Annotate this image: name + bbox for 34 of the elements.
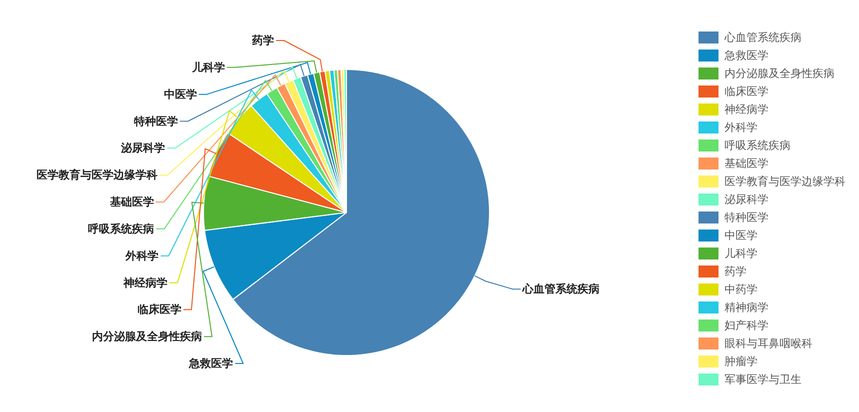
legend-label: 儿科学	[724, 247, 758, 260]
legend-label: 医学教育与医学边缘学科	[724, 175, 846, 188]
slice-label: 中医学	[164, 88, 197, 101]
slice-label: 外科学	[124, 249, 159, 262]
slice-label: 药学	[251, 34, 274, 47]
slice-label: 儿科学	[190, 60, 225, 74]
legend-label: 外科学	[724, 121, 758, 134]
slice-label: 心血管系统疾病	[522, 282, 600, 296]
slice-label: 神经病学	[122, 276, 168, 290]
slice-label: 基础医学	[108, 196, 154, 208]
legend-label: 临床医学	[724, 85, 768, 98]
legend-label: 内分泌腺及全身性疾病	[724, 67, 834, 80]
legend-label: 精神病学	[724, 301, 768, 314]
legend-label: 泌尿科学	[724, 193, 768, 206]
slice-label: 呼吸系统疾病	[88, 222, 154, 236]
legend-label: 基础医学	[724, 157, 768, 170]
slice-label: 内分泌腺及全身性疾病	[92, 330, 202, 344]
slice-label: 医学教育与医学边缘学科	[36, 168, 158, 182]
legend-label: 中医学	[724, 229, 758, 242]
legend-label: 妇产科学	[724, 319, 768, 332]
slice-label: 特种医学	[132, 114, 178, 128]
legend-label: 眼科与耳鼻咽喉科	[724, 337, 812, 350]
legend-label: 神经病学	[724, 103, 768, 116]
legend-label: 肿瘤学	[724, 355, 758, 368]
legend-label: 药学	[724, 265, 746, 278]
legend-label: 特种医学	[724, 211, 768, 224]
slice-label: 急救医学	[188, 357, 234, 370]
legend-label: 中药学	[724, 283, 758, 296]
slice-label: 临床医学	[137, 303, 182, 316]
legend-label: 呼吸系统疾病	[724, 139, 790, 152]
slice-label: 泌尿科学	[120, 142, 166, 155]
legend-label: 急救医学	[724, 49, 768, 62]
legend-label: 心血管系统疾病	[724, 31, 802, 44]
legend-label: 军事医学与卫生	[724, 373, 802, 386]
